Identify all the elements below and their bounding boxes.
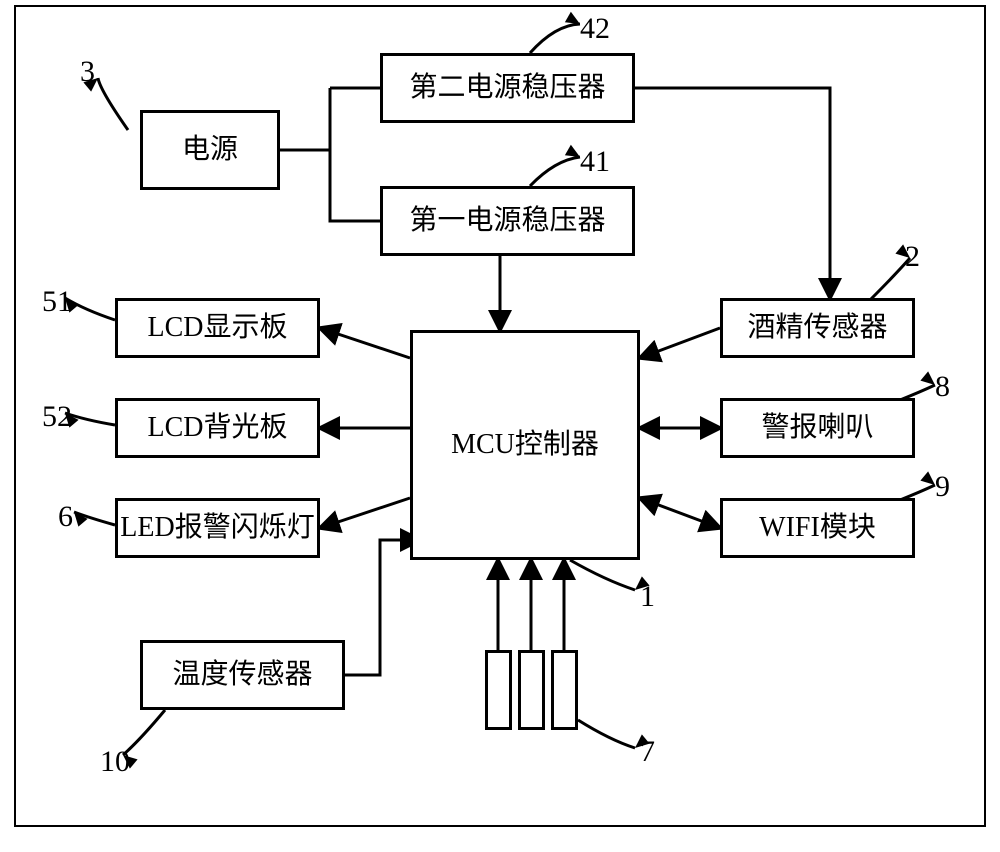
ref-n52: 52 [42, 400, 72, 434]
edge-8 [640, 328, 720, 358]
hook-n1 [570, 560, 635, 590]
hook-n7 [578, 720, 635, 748]
ref-n9: 9 [935, 470, 950, 504]
ref-n3: 3 [80, 55, 95, 89]
ref-n6: 6 [58, 500, 73, 534]
hook-n41 [530, 157, 580, 186]
ref-n10: 10 [100, 745, 130, 779]
node-temp: 温度传感器 [140, 640, 345, 710]
edge-4 [635, 88, 830, 298]
small-box-1 [518, 650, 545, 730]
hook-n2 [870, 258, 910, 300]
small-box-0 [485, 650, 512, 730]
node-wifi: WIFI模块 [720, 498, 915, 558]
edge-7 [320, 498, 410, 528]
diagram-canvas: 电源 第二电源稳压器第一电源稳压器 LCD显示板 LCD背光板 LED报警闪烁灯温度传感… [0, 0, 1000, 852]
node-lcd: LCD显示板 [115, 298, 320, 358]
hook-n42 [530, 24, 580, 53]
small-box-2 [551, 650, 578, 730]
edge-1 [330, 88, 380, 221]
ref-n2: 2 [905, 240, 920, 274]
ref-n51: 51 [42, 285, 72, 319]
node-led: LED报警闪烁灯 [115, 498, 320, 558]
ref-n1: 1 [640, 580, 655, 614]
ref-n41: 41 [580, 145, 610, 179]
edge-10 [640, 498, 720, 528]
edge-11 [345, 540, 420, 675]
node-alarm: 警报喇叭 [720, 398, 915, 458]
ref-n42: 42 [580, 12, 610, 46]
node-lcdbl: LCD背光板 [115, 398, 320, 458]
node-reg1: 第一电源稳压器 [380, 186, 635, 256]
node-mcu: MCU控制器 [410, 330, 640, 560]
node-reg2: 第二电源稳压器 [380, 53, 635, 123]
node-power: 电源 [140, 110, 280, 190]
hook-n3 [98, 78, 128, 130]
node-alcohol: 酒精传感器 [720, 298, 915, 358]
ref-n8: 8 [935, 370, 950, 404]
edge-5 [320, 328, 410, 358]
ref-n7: 7 [640, 735, 655, 769]
